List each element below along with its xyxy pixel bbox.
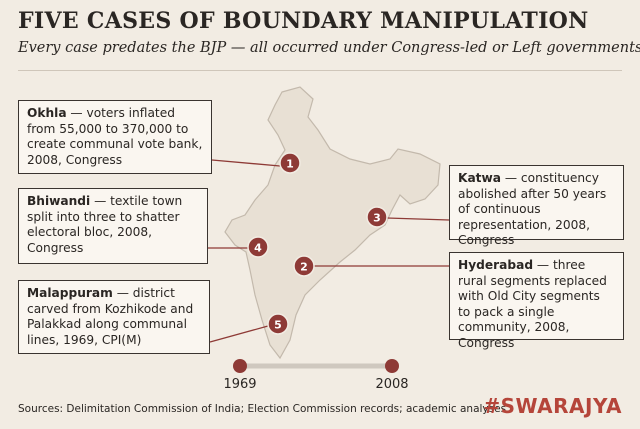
timeline-start: 1969	[223, 377, 256, 392]
marker: 4	[247, 236, 269, 258]
connector	[211, 159, 281, 167]
case-name: Katwa	[458, 171, 501, 185]
marker-dot	[267, 313, 289, 335]
timeline-start-dot	[233, 359, 247, 373]
case-box: Bhiwandi — textile town split into three…	[18, 188, 208, 264]
marker-dot	[247, 236, 269, 258]
marker-number: 2	[300, 261, 308, 274]
marker-number: 3	[373, 212, 381, 225]
marker-dot	[293, 255, 315, 277]
case-box: Malappuram — district carved from Kozhik…	[18, 280, 210, 354]
marker: 1	[279, 152, 301, 174]
timeline-end-dot	[385, 359, 399, 373]
marker-number: 5	[274, 319, 282, 332]
connector	[209, 325, 269, 343]
marker-number: 4	[254, 242, 262, 255]
case-name: Bhiwandi	[27, 194, 91, 208]
marker-dot	[279, 152, 301, 174]
marker-dot	[366, 206, 388, 228]
case-text: — constituency abolished after 50 years …	[458, 171, 607, 247]
case-box: Hyderabad — three rural segments replace…	[449, 252, 624, 350]
marker: 3	[366, 206, 388, 228]
connector	[386, 217, 450, 221]
title: FIVE CASES OF BOUNDARY MANIPULATION	[18, 8, 589, 34]
case-text: — three rural segments replaced with Old…	[458, 258, 607, 350]
marker-number: 1	[286, 158, 294, 171]
timeline-end: 2008	[375, 377, 408, 392]
case-box: Katwa — constituency abolished after 50 …	[449, 165, 624, 247]
india-map	[224, 86, 441, 360]
divider	[18, 70, 622, 71]
connectors	[208, 159, 450, 343]
case-text: — textile town split into three to shatt…	[27, 194, 183, 255]
marker: 5	[267, 313, 289, 335]
brand: #SWARAJYA	[483, 394, 622, 418]
subtitle: Every case predates the BJP — all occurr…	[18, 40, 640, 56]
case-name: Malappuram	[27, 286, 113, 300]
case-text: — district carved from Kozhikode and Pal…	[27, 286, 194, 347]
marker: 2	[293, 255, 315, 277]
case-text: — voters inflated from 55,000 to 370,000…	[27, 106, 203, 167]
case-name: Hyderabad	[458, 258, 534, 272]
case-box: Okhla — voters inflated from 55,000 to 3…	[18, 100, 212, 174]
case-name: Okhla	[27, 106, 67, 120]
sources: Sources: Delimitation Commission of Indi…	[18, 403, 510, 415]
